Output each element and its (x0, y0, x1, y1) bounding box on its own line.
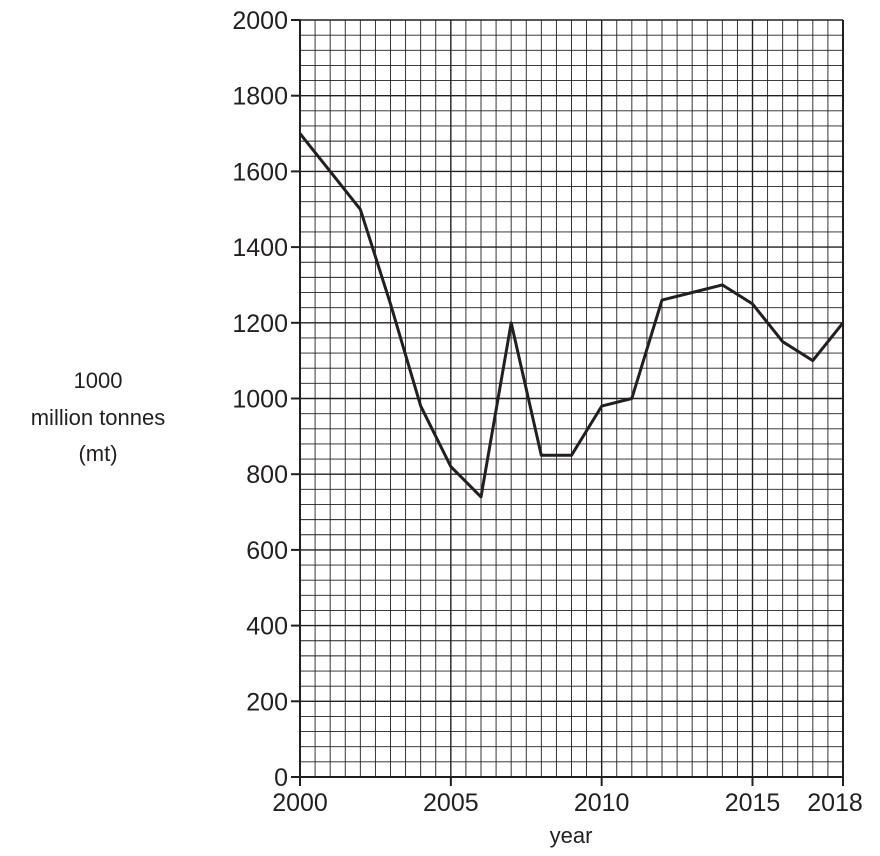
y-tick-label: 0 (274, 764, 288, 792)
y-tick-label: 200 (246, 688, 288, 716)
y-tick-label: 800 (246, 461, 288, 489)
y-axis-label-line-1: 1000 (74, 368, 123, 393)
data-series (298, 132, 845, 499)
x-tick-label: 2018 (807, 789, 863, 817)
y-axis-label-line-3: (mt) (78, 441, 117, 466)
y-tick-label: 1600 (232, 158, 288, 186)
x-tick-label: 2010 (574, 789, 630, 817)
y-tick-label: 1000 (232, 386, 288, 414)
x-tick-label: 2005 (423, 789, 479, 817)
x-axis-label: year (550, 823, 593, 848)
x-tick-labels: 2000 2005 2010 2015 2018 (272, 777, 863, 817)
y-tick-label: 2000 (232, 7, 288, 35)
y-tick-label: 1200 (232, 310, 288, 338)
x-tick-label: 2000 (272, 789, 328, 817)
y-tick-labels: 0 200 400 600 800 1000 1200 1400 1600 1800 2000 (232, 7, 300, 792)
y-tick-label: 600 (246, 537, 288, 565)
y-tick-label: 1400 (232, 234, 288, 262)
y-tick-label: 400 (246, 613, 288, 641)
y-axis-label-line-2: million tonnes (31, 405, 166, 430)
x-tick-label: 2015 (725, 789, 781, 817)
grid (299, 19, 844, 778)
y-axis-label: 1000 million tonnes (mt) (31, 368, 166, 466)
series-line (298, 132, 845, 499)
y-tick-label: 1800 (232, 83, 288, 111)
